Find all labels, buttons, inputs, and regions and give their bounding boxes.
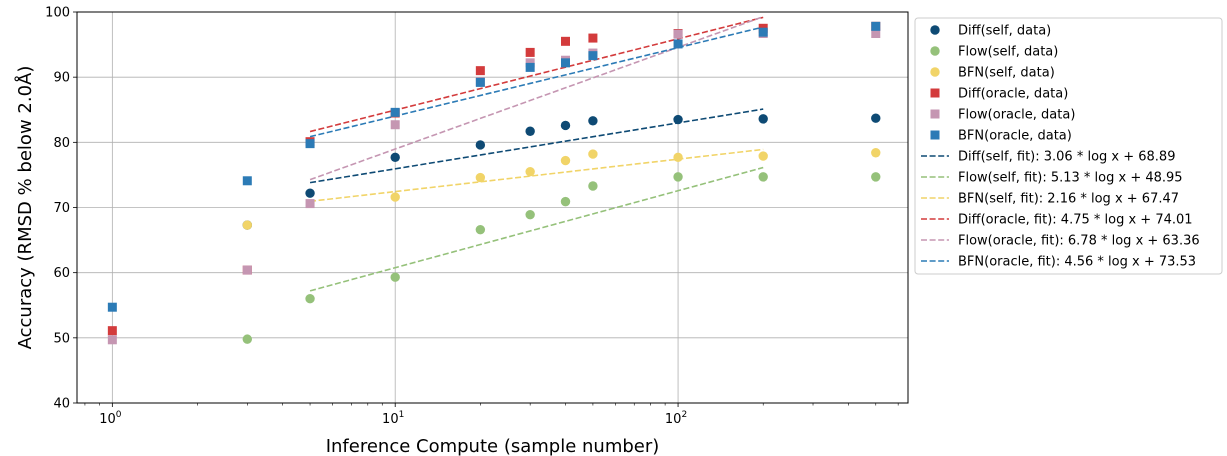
- legend-label: Flow(self, fit): 5.13 * log x + 48.95: [958, 171, 1183, 186]
- series-flow-self-data: [242, 172, 881, 344]
- data-point: [390, 107, 400, 117]
- data-point: [560, 58, 570, 68]
- legend: Diff(self, data) Flow(self, data) BFN(self…: [914, 17, 1223, 275]
- data-point: [588, 51, 598, 61]
- data-point: [673, 152, 683, 163]
- data-point: [871, 113, 881, 123]
- data-point: [305, 188, 315, 198]
- data-point: [871, 21, 881, 31]
- data-point: [305, 294, 315, 304]
- legend-label: Diff(oracle, fit): 4.75 * log x + 74.01: [958, 213, 1193, 228]
- legend-marker: [930, 67, 940, 77]
- legend-box: [914, 17, 1223, 275]
- legend-label: BFN(oracle, fit): 4.56 * log x + 73.53: [958, 255, 1196, 270]
- data-point: [560, 155, 571, 166]
- legend-marker: [930, 88, 940, 98]
- data-point: [758, 172, 768, 182]
- data-point: [475, 224, 486, 235]
- data-point: [305, 199, 315, 209]
- data-point: [525, 209, 535, 220]
- data-point: [475, 172, 486, 183]
- x-tick-label: 100: [99, 410, 122, 427]
- data-point: [871, 172, 881, 182]
- data-point: [871, 148, 881, 158]
- fit-line-bfn-self-fit: [309, 148, 764, 203]
- data-point: [390, 152, 400, 163]
- y-tick-label: 90: [53, 71, 70, 86]
- data-point: [560, 120, 571, 131]
- data-point: [525, 126, 535, 136]
- data-point: [390, 192, 400, 202]
- data-point: [305, 139, 315, 149]
- fit-line-diff-self-fit: [309, 108, 764, 184]
- data-point: [475, 77, 485, 87]
- legend-label: Diff(oracle, data): [958, 87, 1068, 102]
- legend-marker: [930, 25, 940, 35]
- y-tick-label: 60: [53, 266, 70, 281]
- data-point: [525, 62, 535, 72]
- data-point: [588, 33, 598, 43]
- data-point: [242, 176, 252, 186]
- fit-line-flow-oracle-fit: [309, 15, 764, 181]
- data-point: [758, 151, 768, 161]
- data-point: [758, 114, 768, 124]
- data-point: [588, 149, 598, 159]
- data-point: [242, 334, 252, 344]
- x-tick-label: 102: [665, 410, 687, 427]
- y-tick-label: 80: [53, 136, 70, 151]
- data-point: [673, 172, 683, 182]
- series-bfn-self-data: [242, 148, 881, 230]
- data-point: [390, 272, 400, 282]
- data-point: [588, 181, 598, 191]
- data-point: [758, 27, 768, 37]
- legend-label: Flow(oracle, data): [958, 108, 1075, 123]
- legend-marker: [930, 46, 940, 56]
- data-points: [107, 21, 881, 345]
- data-point: [107, 302, 117, 312]
- data-point: [673, 114, 683, 125]
- legend-label: Diff(self, data): [958, 24, 1051, 39]
- data-point: [242, 220, 252, 230]
- legend-marker: [930, 130, 940, 140]
- y-tick-label: 50: [53, 331, 70, 346]
- legend-label: Flow(oracle, fit): 6.78 * log x + 63.36: [958, 234, 1200, 249]
- fit-lines: [309, 15, 764, 292]
- x-axis-label: Inference Compute (sample number): [326, 436, 660, 456]
- legend-label: BFN(oracle, data): [958, 129, 1072, 144]
- legend-marker: [930, 109, 940, 119]
- series-bfn-oracle-data: [107, 21, 881, 312]
- data-point: [560, 36, 570, 46]
- data-point: [107, 335, 117, 345]
- data-point: [390, 120, 400, 130]
- legend-label: BFN(self, data): [958, 66, 1055, 81]
- data-point: [525, 47, 535, 57]
- y-tick-label: 100: [45, 6, 70, 21]
- legend-label: Flow(self, data): [958, 45, 1058, 60]
- y-tick-label: 70: [53, 201, 70, 216]
- data-point: [525, 166, 535, 177]
- fit-line-bfn-oracle-fit: [309, 26, 764, 138]
- data-point: [673, 39, 683, 49]
- data-point: [588, 116, 598, 126]
- fit-line-diff-oracle-fit: [309, 16, 764, 133]
- data-point: [871, 29, 881, 39]
- data-point: [242, 265, 252, 275]
- data-point: [475, 66, 485, 76]
- x-tick-label: 101: [382, 410, 404, 427]
- data-point: [475, 140, 486, 150]
- legend-label: Diff(self, fit): 3.06 * log x + 68.89: [958, 150, 1175, 165]
- data-point: [560, 196, 571, 207]
- y-axis-label: Accuracy (RMSD % below 2.0Å): [14, 66, 36, 350]
- data-point: [673, 29, 683, 39]
- fit-line-flow-self-fit: [309, 166, 764, 292]
- data-point: [525, 58, 535, 68]
- axis-ticks: 40 50 60 70 80 90 100 100 101 102: [45, 6, 899, 427]
- y-tick-label: 40: [53, 397, 70, 412]
- legend-label: BFN(self, fit): 2.16 * log x + 67.47: [958, 192, 1179, 207]
- data-point: [107, 326, 117, 336]
